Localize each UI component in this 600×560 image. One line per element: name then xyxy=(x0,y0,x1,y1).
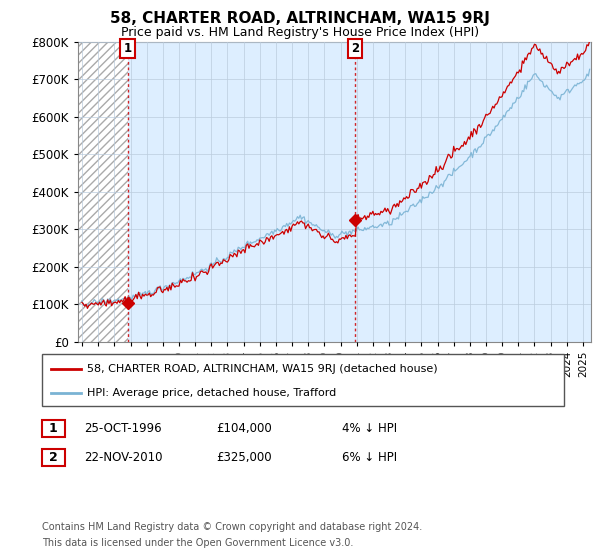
Text: Contains HM Land Registry data © Crown copyright and database right 2024.: Contains HM Land Registry data © Crown c… xyxy=(42,522,422,532)
Text: 6% ↓ HPI: 6% ↓ HPI xyxy=(342,451,397,464)
Text: 58, CHARTER ROAD, ALTRINCHAM, WA15 9RJ (detached house): 58, CHARTER ROAD, ALTRINCHAM, WA15 9RJ (… xyxy=(87,364,437,374)
Text: 25-OCT-1996: 25-OCT-1996 xyxy=(84,422,161,435)
Text: 22-NOV-2010: 22-NOV-2010 xyxy=(84,451,163,464)
Text: 2: 2 xyxy=(49,451,58,464)
Text: 4% ↓ HPI: 4% ↓ HPI xyxy=(342,422,397,435)
Bar xyxy=(78,42,128,342)
Text: £325,000: £325,000 xyxy=(216,451,272,464)
Bar xyxy=(78,42,128,342)
Text: £104,000: £104,000 xyxy=(216,422,272,435)
Text: Price paid vs. HM Land Registry's House Price Index (HPI): Price paid vs. HM Land Registry's House … xyxy=(121,26,479,39)
Text: 58, CHARTER ROAD, ALTRINCHAM, WA15 9RJ: 58, CHARTER ROAD, ALTRINCHAM, WA15 9RJ xyxy=(110,11,490,26)
Text: This data is licensed under the Open Government Licence v3.0.: This data is licensed under the Open Gov… xyxy=(42,538,353,548)
Text: 1: 1 xyxy=(124,42,131,55)
Text: HPI: Average price, detached house, Trafford: HPI: Average price, detached house, Traf… xyxy=(87,388,336,398)
Text: 2: 2 xyxy=(351,42,359,55)
Text: 1: 1 xyxy=(49,422,58,435)
